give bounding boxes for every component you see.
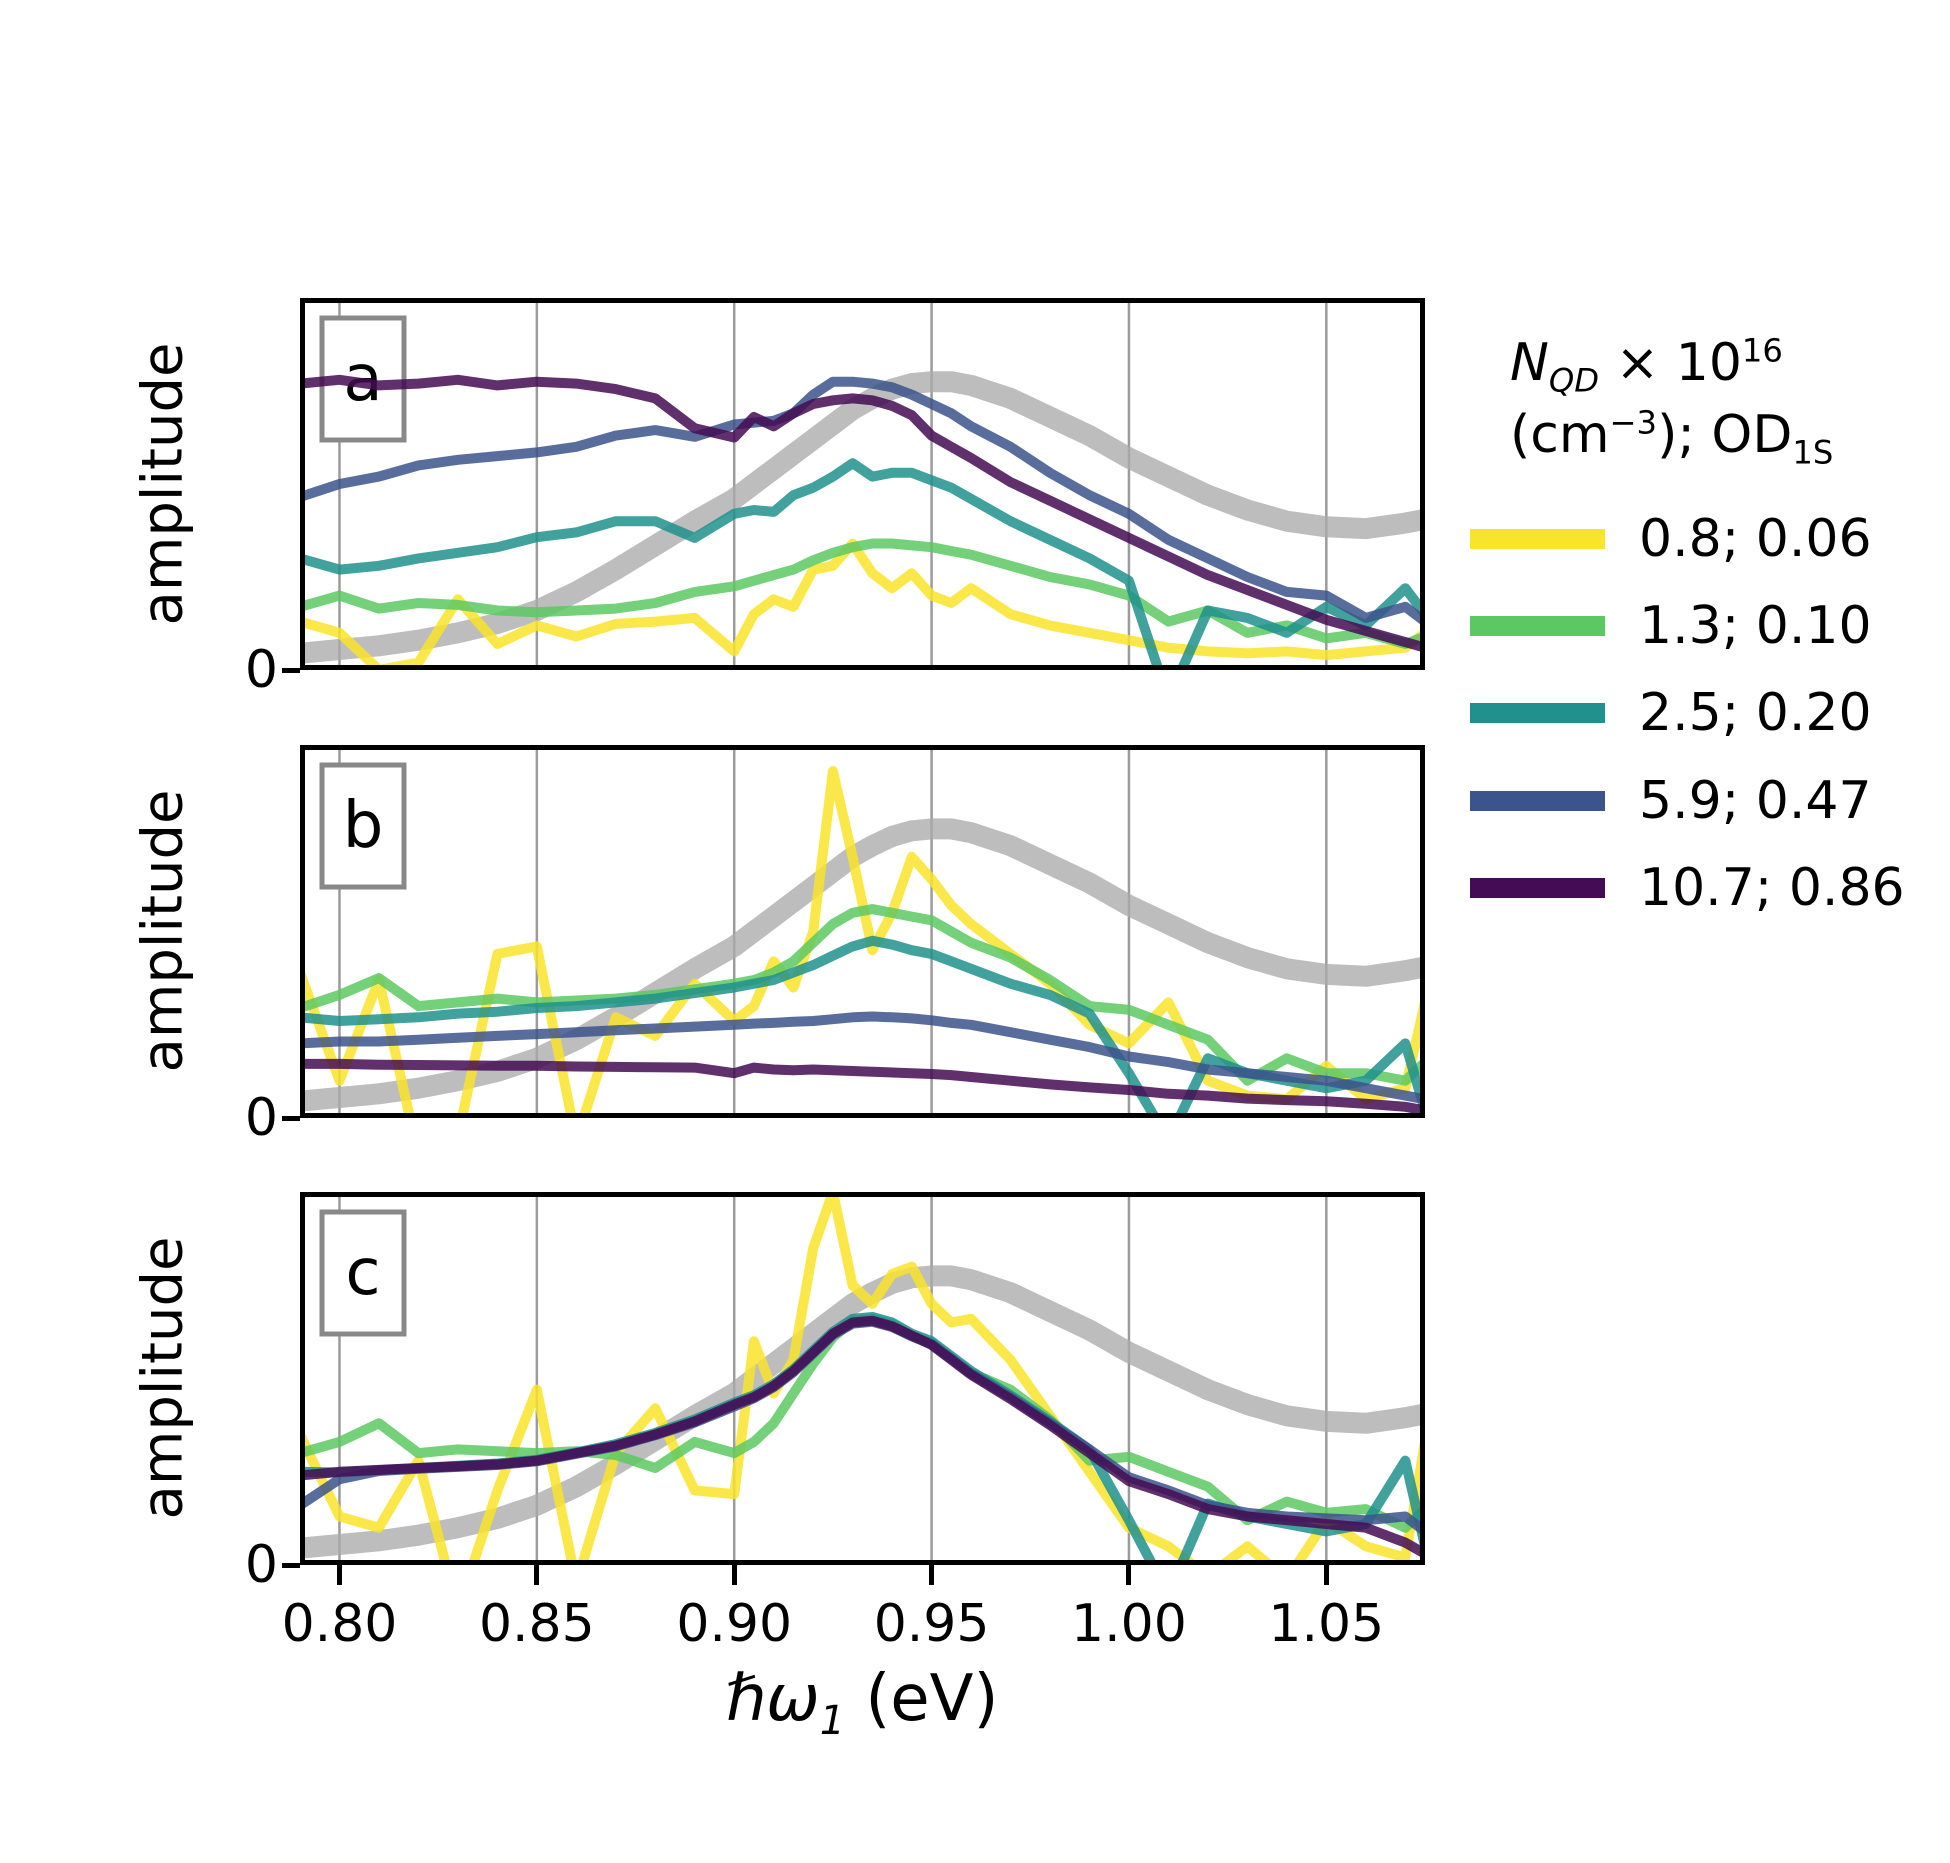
x-tick-label: 0.90 — [676, 1594, 793, 1654]
x-tick-mark — [1323, 1565, 1329, 1585]
panel-letter: b — [343, 789, 384, 863]
x-tick-label: 0.80 — [281, 1594, 398, 1654]
legend-item: 2.5; 0.20 — [1470, 682, 1872, 744]
series-absorbance — [300, 818, 1425, 1112]
series-10.7-0.86 — [300, 1058, 1425, 1116]
legend-title-exp16: 16 — [1741, 331, 1783, 370]
legend-item: 5.9; 0.47 — [1470, 770, 1872, 832]
y-axis-label: amplitude — [130, 1236, 196, 1520]
legend-title-qd: QD — [1548, 361, 1600, 400]
legend-swatch — [1470, 878, 1605, 898]
series-5.9-0.47 — [300, 376, 1425, 627]
subplot-a: a — [300, 298, 1425, 670]
panel-letter-box — [319, 1209, 407, 1337]
series-0.8-0.06 — [300, 538, 1425, 670]
panel-letter-box — [319, 762, 407, 890]
legend-title-times10: × 10 — [1599, 333, 1742, 393]
hbar-omega-symbol: ℏω — [725, 1662, 820, 1736]
series-5.9-0.47 — [300, 1011, 1425, 1105]
legend-title-cm: (cm — [1510, 405, 1610, 466]
legend-item-label: 10.7; 0.86 — [1639, 858, 1905, 918]
y-tick-label-zero: 0 — [244, 640, 278, 700]
legend-title-line1: NQD × 1016 — [1510, 330, 1833, 402]
y-tick-label-zero: 0 — [244, 1535, 278, 1595]
series-1.3-0.10 — [300, 904, 1425, 1086]
axes-spine — [300, 1192, 1425, 1565]
x-tick-mark — [731, 1565, 737, 1585]
legend-swatch — [1470, 529, 1605, 549]
xlabel-unit: (eV) — [844, 1662, 999, 1736]
panel-letter: c — [345, 1236, 380, 1310]
x-axis-label: ℏω1 (eV) — [726, 1662, 999, 1744]
subplot-c: c — [300, 1192, 1425, 1565]
x-tick-label: 1.00 — [1071, 1594, 1187, 1654]
legend-item-label: 2.5; 0.20 — [1639, 683, 1872, 743]
x-tick-mark — [929, 1565, 935, 1585]
x-tick-mark — [336, 1565, 342, 1585]
series-2.5-0.20 — [300, 458, 1425, 670]
axes-spine — [300, 745, 1425, 1118]
legend-item-label: 0.8; 0.06 — [1639, 509, 1872, 569]
axes-spine — [300, 298, 1425, 670]
series-0.8-0.06 — [300, 1192, 1425, 1565]
series-2.5-0.20 — [300, 935, 1425, 1118]
legend-title-line2: (cm−3); OD1S — [1510, 402, 1833, 474]
legend-item: 10.7; 0.86 — [1470, 857, 1905, 919]
y-tick-mark — [282, 668, 300, 673]
xlabel-subscript: 1 — [819, 1697, 845, 1744]
y-tick-mark — [282, 1116, 300, 1121]
y-tick-label-zero: 0 — [244, 1088, 278, 1148]
legend-title: NQD × 1016 (cm−3); OD1S — [1510, 330, 1833, 475]
legend-swatch — [1470, 791, 1605, 811]
legend-title-exp-3: −3 — [1609, 403, 1658, 442]
legend-title-1s: 1S — [1792, 433, 1834, 472]
series-10.7-0.86 — [300, 1315, 1425, 1559]
legend-item: 1.3; 0.10 — [1470, 595, 1872, 657]
x-tick-label: 0.85 — [478, 1594, 595, 1654]
legend-item-label: 5.9; 0.47 — [1639, 771, 1872, 831]
y-axis-label: amplitude — [130, 789, 196, 1073]
series-0.8-0.06 — [300, 766, 1425, 1118]
series-10.7-0.86 — [300, 374, 1425, 653]
subplot-b: b — [300, 745, 1425, 1118]
y-tick-mark — [282, 1563, 300, 1568]
x-tick-mark — [1126, 1565, 1132, 1585]
legend-swatch — [1470, 616, 1605, 636]
x-tick-label: 0.95 — [873, 1594, 990, 1654]
legend-item: 0.8; 0.06 — [1470, 508, 1872, 570]
legend-title-od: ); OD — [1657, 405, 1793, 466]
series-5.9-0.47 — [300, 1316, 1425, 1537]
legend-item-label: 1.3; 0.10 — [1639, 596, 1872, 656]
legend-title-n: N — [1510, 333, 1549, 393]
x-tick-label: 1.05 — [1268, 1594, 1385, 1654]
series-1.3-0.10 — [300, 1313, 1425, 1533]
x-tick-mark — [534, 1565, 540, 1585]
legend-swatch — [1470, 703, 1605, 723]
y-axis-label: amplitude — [130, 342, 196, 626]
